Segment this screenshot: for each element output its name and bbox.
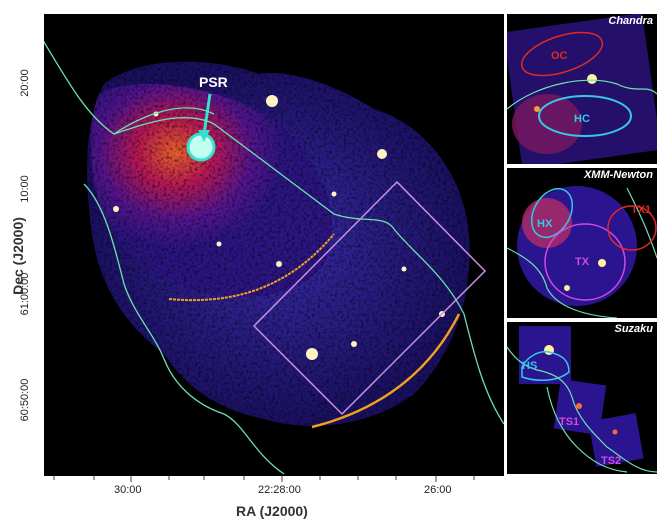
region-hs: [521, 350, 570, 382]
region-tx1: [607, 205, 657, 251]
radio-contour: [44, 40, 504, 475]
region-label-ts2: TS2: [601, 455, 622, 467]
xtick-label: 30:00: [114, 484, 142, 496]
region-oc: [520, 31, 604, 77]
inset-suzaku: Suzaku HS TS1 TS2: [507, 322, 657, 474]
inset-title: XMM-Newton: [583, 169, 653, 181]
shock-arc-inner: [168, 233, 335, 302]
inset-xmm: XMM-Newton HX TX TX1: [507, 168, 657, 318]
y-axis-title: Dec (J2000): [10, 217, 26, 295]
x-axis-ticks: [53, 476, 475, 482]
region-label-tx1: TX1: [631, 204, 652, 216]
xtick-label: 26:00: [424, 484, 452, 496]
suzaku-image: [507, 326, 657, 473]
region-label-hx: HX: [537, 218, 553, 230]
chandra-image: [507, 14, 657, 164]
inset-chandra: Chandra OC HC: [507, 14, 657, 164]
region-label-hs: HS: [522, 360, 538, 372]
main-image-svg: [44, 40, 504, 475]
region-hc: [538, 95, 632, 137]
fov-box: [252, 180, 487, 416]
region-tx: [544, 223, 626, 301]
shock-arc-outer: [311, 313, 461, 429]
xmm-image: [507, 186, 657, 318]
ytick-label: 20:00: [19, 69, 31, 97]
psr-label: PSR: [199, 74, 228, 90]
inset-title: Suzaku: [614, 323, 653, 335]
main-xray-image: PSR: [44, 14, 504, 476]
xtick-label: 22:28:00: [258, 484, 301, 496]
psr-pointer: [202, 93, 212, 135]
region-label-ts1: TS1: [559, 416, 580, 428]
region-label-tx: TX: [575, 256, 590, 268]
region-label-hc: HC: [574, 113, 590, 125]
region-hx: [530, 188, 574, 238]
psr-circle: [186, 132, 216, 162]
inset-title: Chandra: [608, 15, 653, 27]
region-label-oc: OC: [551, 50, 568, 62]
ytick-label: 60:50:00: [19, 378, 31, 422]
x-axis-title: RA (J2000): [236, 503, 308, 519]
